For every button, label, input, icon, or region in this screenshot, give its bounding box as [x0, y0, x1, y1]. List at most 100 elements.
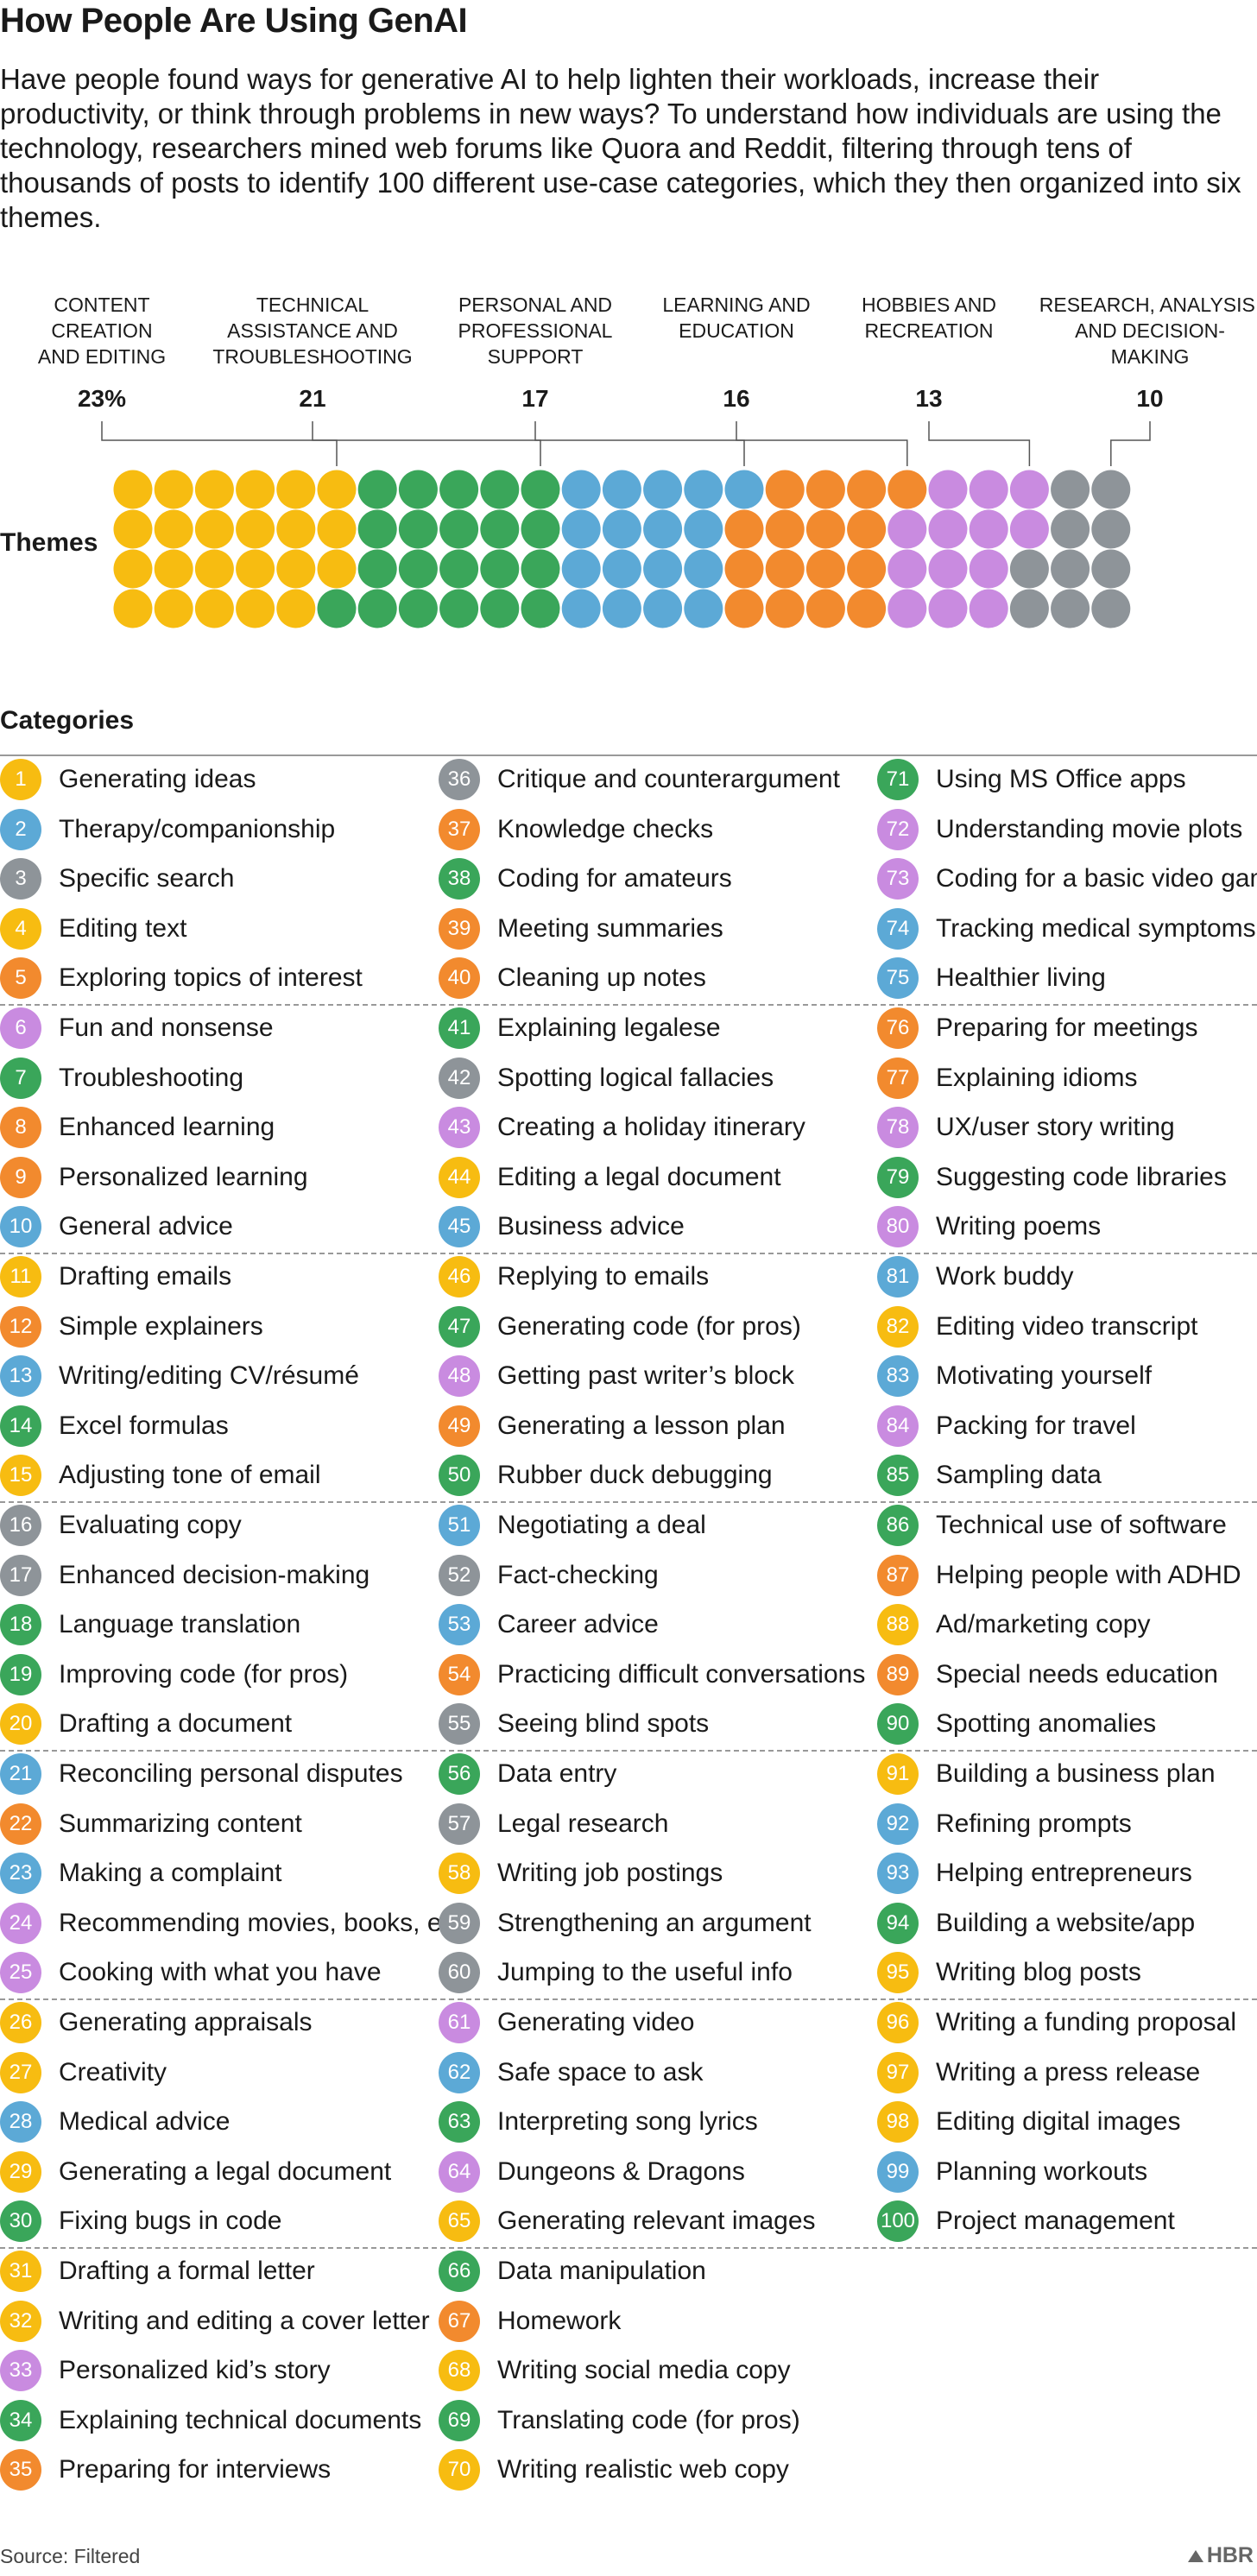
intro-paragraph: Have people found ways for generative AI…: [0, 63, 1241, 233]
category-item: 32 Writing and editing a cover letter: [0, 2296, 430, 2346]
category-item: 98 Editing digital images: [877, 2097, 1181, 2147]
theme-label-line: CONTENT: [54, 294, 150, 316]
category-label: Preparing for meetings: [936, 1013, 1198, 1042]
category-item: 18 Language translation: [0, 1600, 300, 1650]
category-label: Enhanced learning: [59, 1113, 275, 1142]
category-item: 100 Project management: [877, 2196, 1175, 2246]
category-label: Creating a holiday itinerary: [497, 1113, 805, 1142]
category-item: 89 Special needs education: [877, 1650, 1218, 1700]
waffle-dot-content: [113, 470, 153, 509]
category-label: Recommending movies, books, etc.: [59, 1908, 470, 1937]
category-number-badge: 38: [439, 858, 480, 900]
category-item: 5 Exploring topics of interest: [0, 953, 363, 1003]
category-item: 96 Writing a funding proposal: [877, 1998, 1236, 2048]
theme-value-learning: 16: [723, 385, 750, 412]
category-number-badge: 58: [439, 1853, 480, 1895]
category-number-badge: 65: [439, 2200, 480, 2243]
category-label: Ad/marketing copy: [936, 1610, 1151, 1639]
waffle-dot-hobbies: [969, 589, 1008, 628]
category-label: Spotting logical fallacies: [497, 1063, 774, 1092]
category-number-badge: 18: [0, 1604, 41, 1646]
category-number-badge: 41: [439, 1007, 480, 1049]
category-label: Fact-checking: [497, 1560, 659, 1589]
waffle-dot-content: [317, 509, 357, 549]
waffle-dot-research: [1091, 509, 1131, 549]
category-item: 40 Cleaning up notes: [439, 953, 706, 1003]
waffle-dot-personal: [643, 470, 683, 509]
theme-label-line: RESEARCH, ANALYSIS,: [1039, 294, 1257, 316]
category-item: 13 Writing/editing CV/résumé: [0, 1351, 359, 1401]
category-number-badge: 23: [0, 1853, 41, 1895]
category-label: Seeing blind spots: [497, 1709, 710, 1739]
category-item: 74 Tracking medical symptoms: [877, 904, 1256, 954]
category-label: Work buddy: [936, 1262, 1074, 1291]
category-number-badge: 51: [439, 1505, 480, 1546]
category-group-divider: [0, 2247, 1257, 2249]
theme-connector-technical: [312, 421, 541, 466]
category-number-badge: 26: [0, 2002, 41, 2043]
category-number-badge: 49: [439, 1405, 480, 1447]
category-item: 52 Fact-checking: [439, 1550, 659, 1601]
waffle-dot-hobbies: [969, 549, 1008, 589]
waffle-dot-research: [1051, 589, 1090, 628]
waffle-dot-learning: [765, 589, 805, 628]
category-label: Packing for travel: [936, 1411, 1136, 1440]
category-number-badge: 2: [0, 808, 41, 850]
waffle-dot-personal: [602, 549, 641, 589]
category-number-badge: 40: [439, 957, 480, 1000]
category-label: Writing realistic web copy: [497, 2455, 789, 2484]
waffle-dot-technical: [398, 549, 438, 589]
category-number-badge: 69: [439, 2399, 480, 2441]
category-item: 64 Dungeons & Dragons: [439, 2147, 745, 2197]
category-label: Data manipulation: [497, 2257, 706, 2285]
category-item: 66 Data manipulation: [439, 2246, 706, 2296]
theme-label-line: SUPPORT: [487, 345, 584, 368]
category-item: 6 Fun and nonsense: [0, 1003, 274, 1053]
category-item: 54 Practicing difficult conversations: [439, 1650, 865, 1700]
category-label: Enhanced decision-making: [59, 1560, 370, 1589]
waffle-dot-hobbies: [1009, 509, 1049, 549]
category-number-badge: 19: [0, 1653, 41, 1695]
category-item: 4 Editing text: [0, 904, 186, 954]
category-item: 49 Generating a lesson plan: [439, 1401, 786, 1451]
category-label: Coding for a basic video game: [936, 864, 1257, 893]
waffle-dot-technical: [357, 470, 397, 509]
category-label: Drafting a document: [59, 1709, 293, 1739]
category-item: 10 General advice: [0, 1202, 233, 1252]
category-item: 20 Drafting a document: [0, 1699, 292, 1749]
category-label: Data entry: [497, 1759, 617, 1788]
category-label: Explaining technical documents: [59, 2405, 422, 2434]
category-number-badge: 24: [0, 1902, 41, 1944]
category-label: Writing social media copy: [497, 2356, 791, 2385]
category-label: Negotiating a deal: [497, 1511, 706, 1539]
category-item: 45 Business advice: [439, 1202, 685, 1252]
category-number-badge: 34: [0, 2399, 41, 2441]
theme-label-personal: PERSONAL AND PROFESSIONAL SUPPORT: [440, 292, 630, 369]
waffle-dot-personal: [684, 549, 723, 589]
waffle-dot-content: [113, 589, 153, 628]
category-number-badge: 53: [439, 1604, 480, 1646]
category-label: Healthier living: [936, 963, 1106, 993]
category-number-badge: 66: [439, 2251, 480, 2292]
category-number-badge: 97: [877, 2051, 919, 2093]
waffle-dot-hobbies: [887, 509, 927, 549]
theme-label-line: EDUCATION: [679, 319, 794, 342]
category-number-badge: 48: [439, 1355, 480, 1398]
category-label: Writing a press release: [936, 2057, 1201, 2087]
category-number-badge: 6: [0, 1007, 41, 1049]
category-item: 26 Generating appraisals: [0, 1998, 313, 2048]
category-number-badge: 42: [439, 1057, 480, 1099]
category-item: 42 Spotting logical fallacies: [439, 1053, 774, 1103]
waffle-dot-learning: [805, 549, 845, 589]
category-label: Improving code (for pros): [59, 1659, 349, 1689]
category-number-badge: 32: [0, 2300, 41, 2342]
category-label: Career advice: [497, 1610, 659, 1639]
category-label: Replying to emails: [497, 1262, 710, 1291]
waffle-dot-research: [1051, 470, 1090, 509]
waffle-dot-hobbies: [887, 549, 927, 589]
waffle-dot-research: [1091, 549, 1131, 589]
waffle-dot-technical: [521, 470, 560, 509]
category-label: Legal research: [497, 1809, 669, 1838]
category-item: 76 Preparing for meetings: [877, 1003, 1198, 1053]
theme-connector-research: [1110, 421, 1151, 466]
